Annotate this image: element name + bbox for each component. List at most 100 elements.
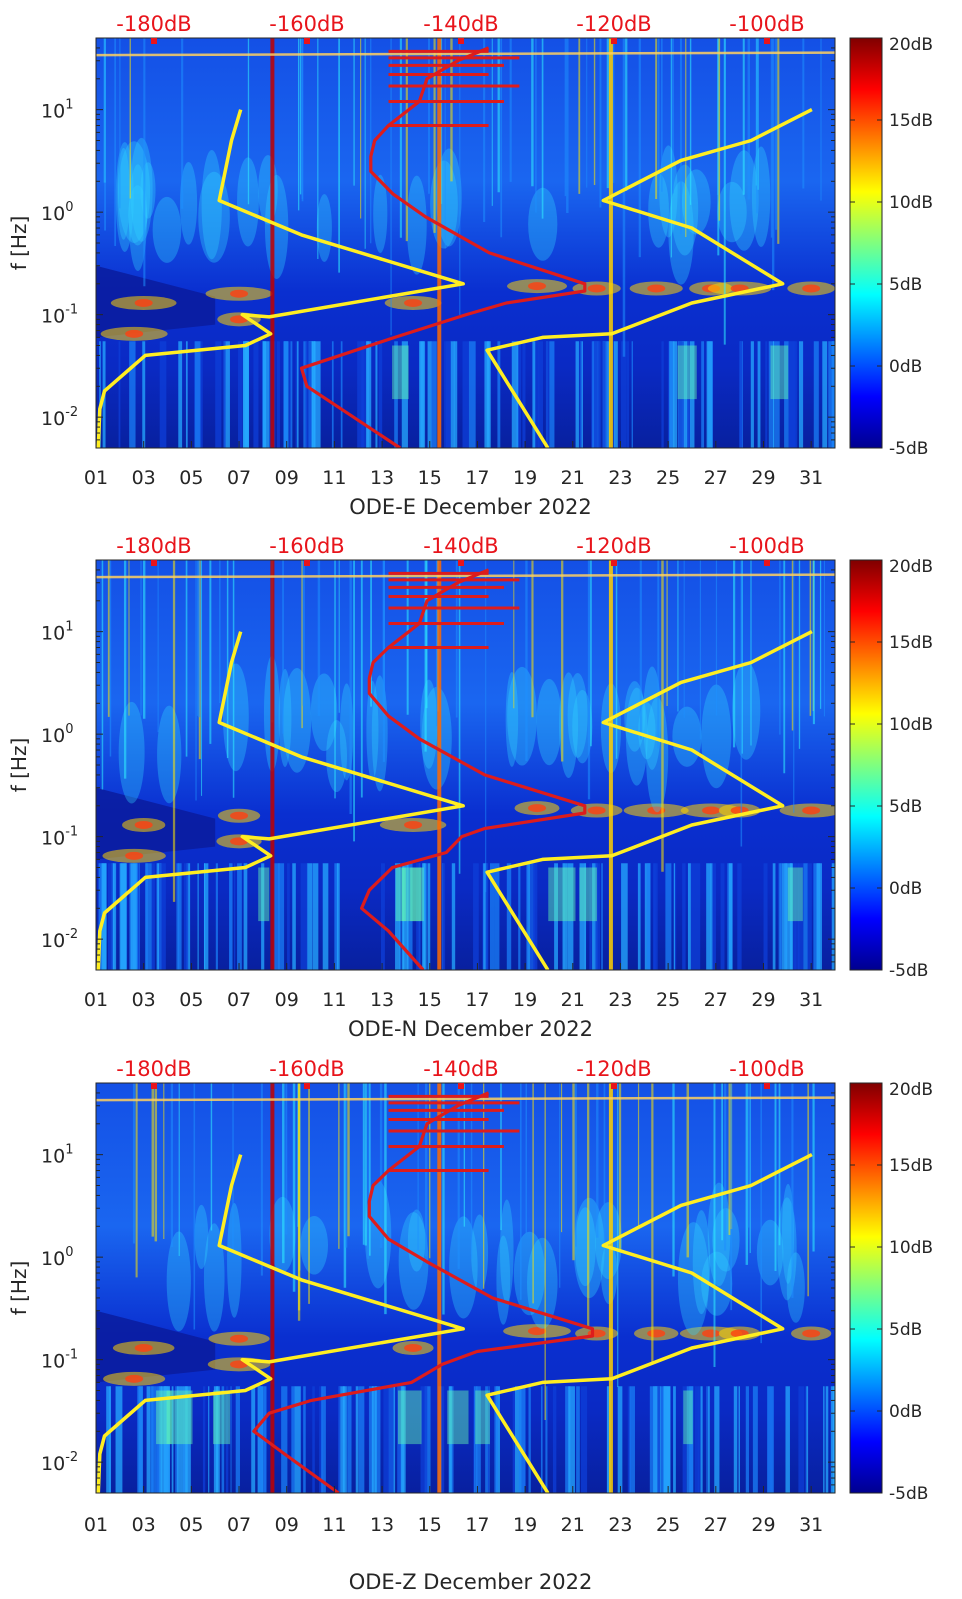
- colorbar-tick-label: 20dB: [889, 1080, 933, 1100]
- spectrogram-column: [281, 1386, 288, 1493]
- spectrogram-column: [595, 863, 601, 970]
- spectrogram-column: [338, 1386, 345, 1493]
- spectrogram-column: [430, 341, 437, 448]
- y-tick-label: 10-1: [41, 1348, 78, 1373]
- spectrogram-plume: [300, 1215, 329, 1275]
- x-tick-label: 07: [227, 467, 251, 489]
- spectrogram-plume: [559, 672, 579, 778]
- spectrogram-column: [253, 341, 259, 448]
- spectrogram-column: [337, 1386, 341, 1493]
- spectrogram-plume: [117, 147, 130, 240]
- spectrogram-column: [793, 863, 800, 970]
- spectrogram-column: [177, 1386, 182, 1493]
- top-axis-marker: [304, 560, 310, 566]
- spectrogram-column: [106, 1386, 111, 1493]
- top-axis-marker: [304, 1083, 310, 1089]
- spectrogram-column: [368, 1386, 374, 1493]
- x-tick-label: 03: [132, 989, 156, 1011]
- spectrogram-column: [689, 341, 695, 448]
- top-axis-label: -160dB: [269, 1057, 344, 1081]
- spectrogram-column: [378, 341, 383, 448]
- colorbar-tick-label: -5dB: [889, 961, 928, 981]
- microseism-core: [647, 806, 666, 815]
- spectrogram-plume: [166, 1231, 191, 1332]
- colorbar-tick-label: 15dB: [889, 633, 933, 653]
- spectrogram-plume: [786, 1252, 805, 1323]
- spectrogram-column: [423, 863, 426, 970]
- spectrogram-burst: [213, 1390, 231, 1445]
- spectrogram-column: [295, 341, 297, 448]
- spectrogram-column: [706, 863, 711, 970]
- spectrogram-column: [115, 1386, 123, 1493]
- spectrogram-image: [96, 560, 835, 970]
- microseism-core: [647, 1329, 666, 1338]
- spectrogram-plume: [366, 680, 379, 781]
- spectrogram-column: [678, 341, 684, 448]
- x-tick-label: 11: [322, 1514, 346, 1536]
- spectrogram-plume: [646, 697, 669, 813]
- spectrogram-column: [181, 1386, 188, 1493]
- spectrogram-column: [781, 863, 787, 970]
- spectrogram-column: [178, 341, 183, 448]
- spectrogram-column: [690, 863, 696, 970]
- spectrogram-column: [646, 863, 651, 970]
- spectrogram-plume: [638, 702, 656, 760]
- spectrogram-column: [483, 863, 486, 970]
- spectrogram-burst: [677, 345, 697, 400]
- spectrogram-column: [593, 863, 598, 970]
- microseism-core: [702, 1329, 721, 1338]
- spectrogram-column: [137, 1386, 143, 1493]
- colorbar-tick-label: 0dB: [889, 879, 922, 899]
- spectrogram-column: [229, 863, 233, 970]
- spectrogram-column: [497, 341, 501, 448]
- top-axis-label: -120dB: [576, 12, 651, 36]
- spectrogram-column: [322, 863, 329, 970]
- colorbar-tick-label: 5dB: [889, 1320, 922, 1340]
- model-curve-right: [485, 630, 813, 970]
- spectrogram-column: [823, 1386, 825, 1493]
- spectrogram-column: [653, 863, 658, 970]
- spectrogram-column: [278, 863, 285, 970]
- spectrogram-column: [831, 863, 835, 970]
- spectrogram-column: [738, 1386, 740, 1493]
- spectrogram-column: [780, 863, 782, 970]
- panel-ode-z: 10-2 10-1 100 101 f [Hz] 01 03 05 07 09 11 13 15 17 19…: [7, 1057, 933, 1594]
- spectrogram-plume: [310, 673, 338, 752]
- spectrogram-column: [533, 341, 540, 448]
- spectrogram-column: [163, 1386, 170, 1493]
- spectrogram-column: [424, 1386, 431, 1493]
- spectrogram-column: [451, 863, 456, 970]
- spectral-line: [96, 51, 835, 57]
- spectrogram-plume: [681, 169, 711, 235]
- top-axis-marker: [611, 1083, 617, 1089]
- psd-curve: [252, 1091, 595, 1493]
- spectrogram-column: [806, 1386, 809, 1493]
- spectrogram-column: [401, 341, 408, 448]
- spectrogram-column: [146, 1386, 151, 1493]
- spectrogram-column: [686, 1386, 694, 1493]
- microseism-core: [134, 820, 153, 829]
- microseism-core: [702, 806, 721, 815]
- x-tick-label: 19: [513, 1514, 537, 1536]
- spectrogram-plume: [527, 1237, 558, 1330]
- spectrogram-plume: [781, 1183, 795, 1284]
- spectrogram-column: [567, 863, 574, 970]
- spectrogram-column: [706, 341, 713, 448]
- x-tick-label: 31: [799, 467, 823, 489]
- top-axis-marker: [304, 38, 310, 44]
- spectrogram-column: [580, 1386, 588, 1493]
- microseism-core: [528, 804, 547, 813]
- spectrogram-plume: [729, 150, 759, 251]
- microseism-core: [134, 1343, 153, 1352]
- spectrogram-column: [682, 863, 686, 970]
- x-tick-label: 09: [275, 989, 299, 1011]
- top-axis-label: -180dB: [116, 12, 191, 36]
- spectrogram-column: [825, 1386, 829, 1493]
- spectrogram-column: [549, 341, 555, 448]
- x-tick-label: 21: [561, 1514, 585, 1536]
- y-tick-label: 10-1: [41, 825, 78, 850]
- spectrogram-image: [96, 38, 835, 448]
- spectrogram-column: [113, 863, 115, 970]
- spectrogram-column: [798, 1386, 805, 1493]
- spectrogram-column: [208, 1386, 210, 1493]
